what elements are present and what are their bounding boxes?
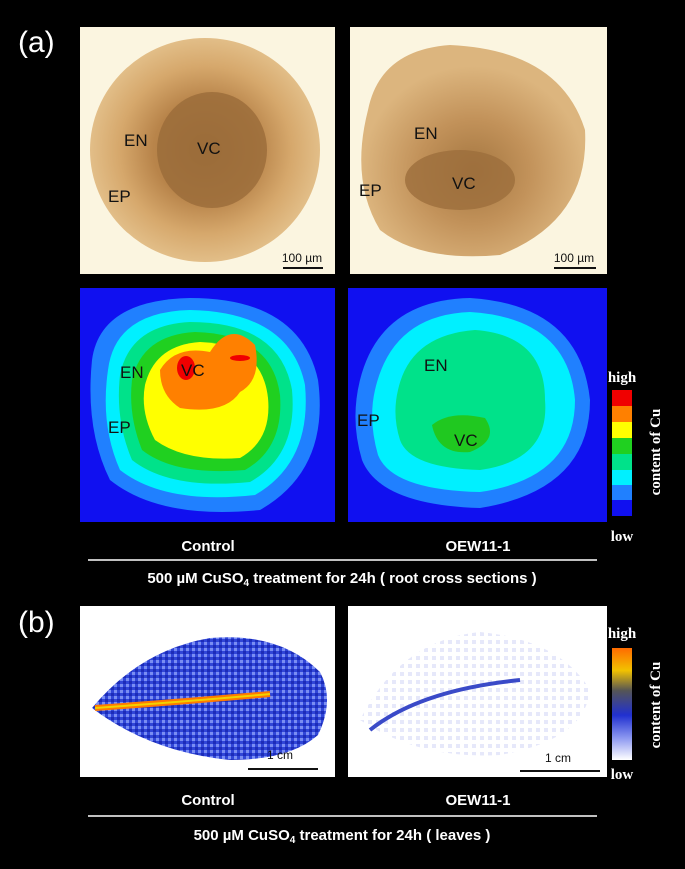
tissue-label: EN bbox=[414, 124, 438, 143]
caption: OEW11-1 bbox=[445, 792, 510, 809]
scale-bar-label: 1 cm bbox=[267, 748, 293, 762]
tissue-label: VC bbox=[181, 361, 205, 380]
midrib bbox=[94, 693, 271, 709]
cu-level bbox=[432, 415, 490, 453]
vascular-cylinder bbox=[405, 150, 515, 210]
scale-bar-label: 1 cm bbox=[545, 751, 571, 765]
legend-title: content of Cu bbox=[648, 409, 664, 496]
treatment: 500 µM CuSO4 treatment for 24h ( root cr… bbox=[147, 570, 536, 589]
root-section bbox=[361, 45, 586, 257]
tissue-label: EN bbox=[120, 363, 144, 382]
cu-level bbox=[160, 334, 257, 410]
caption: Control bbox=[181, 792, 234, 809]
vascular-cylinder bbox=[157, 92, 267, 208]
tissue-label: VC bbox=[452, 174, 476, 193]
treatment: 500 µM CuSO4 treatment for 24h ( leaves … bbox=[194, 827, 491, 846]
legend-low: low bbox=[611, 767, 634, 783]
tissue-label: EN bbox=[424, 356, 448, 375]
tissue-label: VC bbox=[454, 431, 478, 450]
tissue-label: EP bbox=[359, 181, 382, 200]
midrib bbox=[368, 678, 521, 732]
legend-title: content of Cu bbox=[648, 662, 664, 749]
tissue-label: EP bbox=[357, 411, 380, 430]
caption: Control bbox=[181, 538, 234, 555]
cu-level bbox=[230, 355, 250, 361]
tissue-label: EP bbox=[108, 418, 131, 437]
caption: OEW11-1 bbox=[445, 538, 510, 555]
color-bar bbox=[612, 390, 632, 516]
legend-high: high bbox=[608, 626, 637, 642]
cu-level bbox=[395, 330, 546, 470]
panel-label: (b) bbox=[18, 606, 55, 639]
cu-level bbox=[177, 356, 195, 380]
color-bar bbox=[612, 648, 632, 760]
legend-low: low bbox=[611, 529, 634, 545]
scale-bar-label: 100 µm bbox=[282, 251, 322, 265]
tissue-label: VC bbox=[197, 139, 221, 158]
tissue-label: EN bbox=[124, 131, 148, 150]
scale-bar-label: 100 µm bbox=[554, 251, 594, 265]
tissue-label: EP bbox=[108, 187, 131, 206]
legend-high: high bbox=[608, 370, 637, 386]
leaf bbox=[360, 632, 590, 756]
panel-label: (a) bbox=[18, 26, 55, 59]
